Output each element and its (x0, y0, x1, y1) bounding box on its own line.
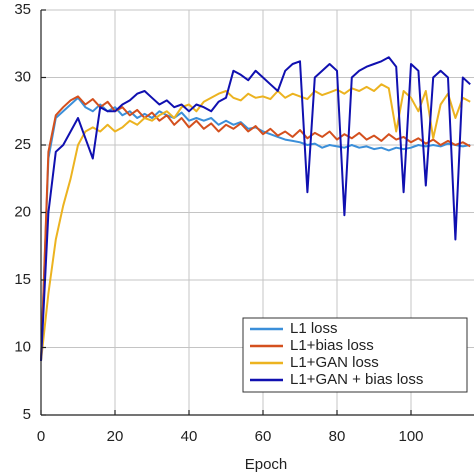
x-tick-label: 0 (37, 428, 45, 445)
x-tick-label: 60 (255, 428, 272, 445)
x-axis-label: Epoch (245, 456, 288, 473)
lines (40, 56, 471, 362)
series-line (40, 56, 471, 362)
legend-label: L1+bias loss (290, 337, 374, 354)
y-tick-label: 30 (14, 68, 31, 85)
legend-label: L1 loss (290, 320, 338, 337)
series-line (40, 95, 471, 362)
legend-label: L1+GAN loss (290, 354, 379, 371)
y-tick-label: 10 (14, 338, 31, 355)
x-tick-label: 100 (398, 428, 423, 445)
y-tick-label: 15 (14, 271, 31, 288)
x-tick-label: 40 (181, 428, 198, 445)
axes: 5 10 15 20 25 30 35 0 20 40 60 80 100 (14, 1, 474, 445)
y-tick-label: 20 (14, 203, 31, 220)
y-tick-label: 25 (14, 136, 31, 153)
y-tick-label: 5 (23, 406, 31, 423)
legend-label: L1+GAN + bias loss (290, 371, 423, 388)
y-tick-label: 35 (14, 1, 31, 18)
x-tick-label: 80 (329, 428, 346, 445)
x-tick-label: 20 (107, 428, 124, 445)
